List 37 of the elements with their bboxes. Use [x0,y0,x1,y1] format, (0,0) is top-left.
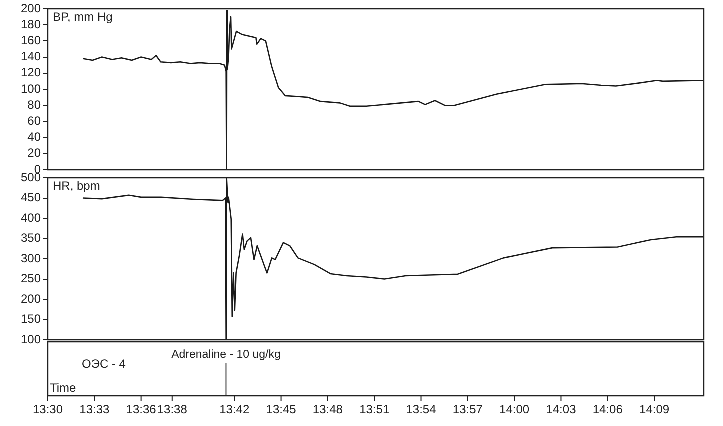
x-tick-label: 13:30 [32,402,64,417]
x-tick-label: 13:57 [452,402,484,417]
x-axis-title: Time [50,381,77,395]
x-tick-label: 13:38 [157,402,188,417]
y-axis-title: BP, mm Hg [53,10,113,24]
y-tick-label: 140 [20,50,42,64]
y-tick-label: 200 [20,292,42,306]
y-tick-label: 20 [28,146,42,160]
y-tick-label: 60 [28,114,42,128]
y-tick-label: 200 [20,1,42,16]
y-tick-label: 80 [28,98,42,112]
ref-line-label: Adrenaline - 10 ug/kg [172,349,281,361]
x-tick-label: 13:33 [80,402,110,417]
x-tick-label: 13:36 [126,402,157,417]
y-tick-label: 40 [28,130,42,144]
x-tick-label: 13:42 [220,402,250,417]
y-tick-label: 350 [20,231,42,246]
x-tick-label: 13:54 [406,402,437,417]
y-axis-title: HR, bpm [53,179,100,193]
y-tick-label: 250 [20,272,42,286]
x-tick-label: 14:06 [592,402,624,417]
y-tick-label: 150 [20,312,42,326]
y-tick-label: 160 [20,34,42,48]
x-tick-label: 14:09 [640,402,670,417]
x-tick-label: 13:51 [360,402,390,417]
x-tick-label: 13:48 [312,402,344,417]
text: ОЭС - 4 [82,357,126,371]
y-tick-label: 400 [20,210,42,225]
x-tick-label: 14:00 [500,402,530,417]
x-tick-label: 14:03 [546,402,577,417]
y-tick-label: 300 [20,251,42,266]
y-tick-label: 450 [20,190,42,205]
y-tick-label: 120 [20,66,42,80]
y-tick-label: 180 [20,17,42,32]
y-tick-label: 100 [20,332,42,346]
y-tick-label: 100 [20,82,42,96]
x-tick-label: 13:45 [266,402,297,417]
